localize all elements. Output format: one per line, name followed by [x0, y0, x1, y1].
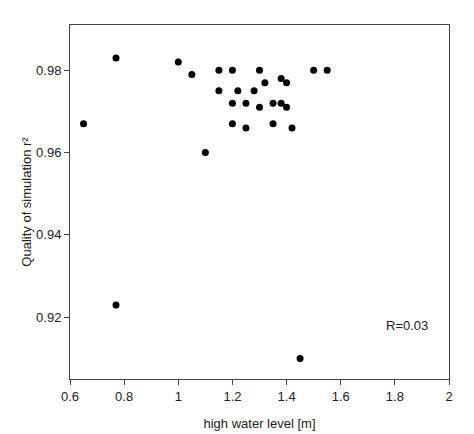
svg-text:0.6: 0.6: [61, 389, 79, 404]
svg-text:1.8: 1.8: [386, 389, 404, 404]
svg-text:1.6: 1.6: [332, 389, 350, 404]
svg-text:0.96: 0.96: [36, 145, 61, 160]
svg-text:1: 1: [175, 389, 182, 404]
svg-text:0.8: 0.8: [115, 389, 133, 404]
svg-text:high water level [m]: high water level [m]: [204, 416, 316, 431]
svg-text:Quality of simulation r²: Quality of simulation r²: [19, 137, 34, 267]
svg-text:1.4: 1.4: [278, 389, 296, 404]
svg-text:2: 2: [445, 389, 452, 404]
svg-text:R=0.03: R=0.03: [386, 318, 428, 333]
svg-text:0.98: 0.98: [36, 63, 61, 78]
svg-text:0.92: 0.92: [36, 310, 61, 325]
svg-text:1.2: 1.2: [223, 389, 241, 404]
svg-text:0.94: 0.94: [36, 227, 61, 242]
